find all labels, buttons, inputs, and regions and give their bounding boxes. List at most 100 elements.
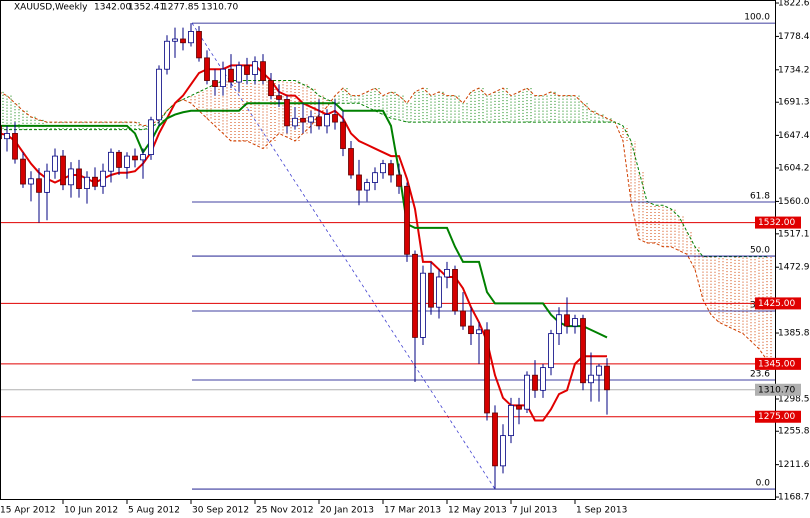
y-tick-label: 1822.60 [778, 0, 810, 9]
candle-body [564, 314, 570, 327]
candle-body [540, 367, 546, 391]
candle-body [180, 38, 186, 44]
x-tick-label: 1 Sep 2013 [576, 506, 627, 516]
plot-area: 100.061.850.038.223.60.0 [0, 13, 775, 490]
candle-body [244, 65, 250, 75]
y-tick-label: 1472.90 [778, 263, 810, 273]
candle-body [276, 95, 282, 100]
last-price-label: 1310.70 [758, 385, 795, 395]
x-tick-label: 15 Apr 2012 [0, 506, 56, 516]
candle-body [484, 329, 490, 414]
header-close: 1310.70 [201, 3, 238, 13]
level-label: 1345.00 [758, 359, 795, 369]
y-tick-label: 1211.60 [778, 460, 810, 470]
candle-body [412, 253, 418, 338]
candle-body [92, 176, 98, 187]
span-b [0, 80, 767, 258]
candle-body [108, 151, 114, 172]
candle-body [36, 178, 42, 193]
y-tick-label: 1647.40 [778, 131, 810, 141]
y-tick-label: 1691.30 [778, 98, 810, 108]
candle-body [580, 318, 586, 384]
candle-body [140, 154, 146, 161]
last-price-box [755, 383, 801, 396]
candle-body [340, 121, 346, 149]
span-a [0, 87, 768, 361]
candle-body [460, 310, 466, 327]
candle-body [148, 119, 154, 155]
level-box [755, 216, 801, 229]
candle-body [172, 38, 178, 42]
candle-body [292, 117, 298, 127]
candle-body [548, 333, 554, 369]
candle-body [12, 133, 18, 160]
candle-body [604, 365, 610, 391]
candle-body [508, 405, 514, 437]
candle-body [28, 178, 34, 185]
y-tick-label: 1560.00 [778, 197, 810, 207]
candle-body [556, 314, 562, 335]
candle-body [348, 148, 354, 176]
candle-body [596, 365, 602, 376]
candle-body [428, 272, 434, 308]
header-low: 1277.85 [162, 3, 199, 13]
candle-body [532, 374, 538, 391]
x-tick-label: 17 Mar 2013 [384, 506, 441, 516]
y-tick-label: 1298.50 [778, 394, 810, 404]
y-tick-label: 1255.80 [778, 427, 810, 437]
x-tick-label: 5 Aug 2012 [128, 506, 180, 516]
candle-body [500, 435, 506, 467]
fib-label: 0.0 [756, 479, 771, 489]
fib-label: 100.0 [744, 13, 770, 23]
candle-body [260, 61, 266, 81]
candle-body [212, 80, 218, 87]
candle-body [324, 114, 330, 127]
y-tick-label: 1385.80 [778, 329, 810, 339]
candle-body [284, 99, 290, 127]
candle-body [188, 31, 194, 44]
candle-body [404, 185, 410, 255]
candle-body [268, 80, 274, 97]
x-tick-label: 20 Jan 2013 [320, 506, 374, 516]
header-open: 1342.00 [94, 3, 131, 13]
candle-body [444, 269, 450, 278]
level-box [755, 410, 801, 423]
candle-body [316, 116, 322, 127]
candle-body [84, 176, 90, 189]
candle-body [364, 182, 370, 191]
candle-body [468, 325, 474, 335]
candle-body [436, 276, 442, 308]
candle-body [452, 269, 458, 312]
candle-body [380, 163, 386, 174]
candle-body [44, 170, 50, 193]
y-tick-label: 1734.20 [778, 65, 810, 75]
x-tick-label: 7 Jul 2013 [512, 506, 557, 516]
candle-body [132, 155, 138, 161]
x-tick-label: 25 Nov 2012 [256, 506, 314, 516]
candle-body [516, 405, 522, 410]
fib-trendline [191, 22, 496, 490]
y-tick-label: 1168.70 [778, 493, 810, 503]
candle-body [524, 374, 530, 410]
candle-body [356, 174, 362, 191]
y-tick-label: 1778.40 [778, 32, 810, 42]
candle-body [116, 151, 122, 168]
level-label: 1532.00 [758, 218, 795, 228]
candle-body [60, 155, 66, 186]
candle-body [332, 114, 338, 123]
candle-body [124, 155, 130, 168]
candle-body [164, 40, 170, 70]
fib-label: 23.6 [750, 370, 770, 380]
candle-body [572, 318, 578, 327]
candle-body [52, 155, 58, 172]
candle-body [236, 65, 242, 83]
candle-body [492, 412, 498, 467]
candle-body [204, 57, 210, 81]
level-label: 1275.00 [758, 412, 795, 422]
x-tick-label: 30 Sep 2012 [192, 506, 249, 516]
x-tick-label: 10 Jun 2012 [64, 506, 118, 516]
candle-body [252, 61, 258, 75]
y-tick-label: 1517.10 [778, 229, 810, 239]
